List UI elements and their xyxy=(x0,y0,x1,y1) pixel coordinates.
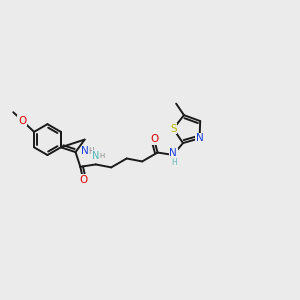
Text: N: N xyxy=(92,151,100,160)
Text: H: H xyxy=(99,153,105,159)
Text: H: H xyxy=(88,147,94,156)
Text: O: O xyxy=(150,134,158,144)
Text: O: O xyxy=(79,175,87,185)
Text: N: N xyxy=(196,133,203,143)
Text: H: H xyxy=(171,158,177,167)
Text: S: S xyxy=(170,124,177,134)
Text: O: O xyxy=(18,116,26,126)
Text: N: N xyxy=(169,148,177,158)
Text: N: N xyxy=(81,146,89,157)
